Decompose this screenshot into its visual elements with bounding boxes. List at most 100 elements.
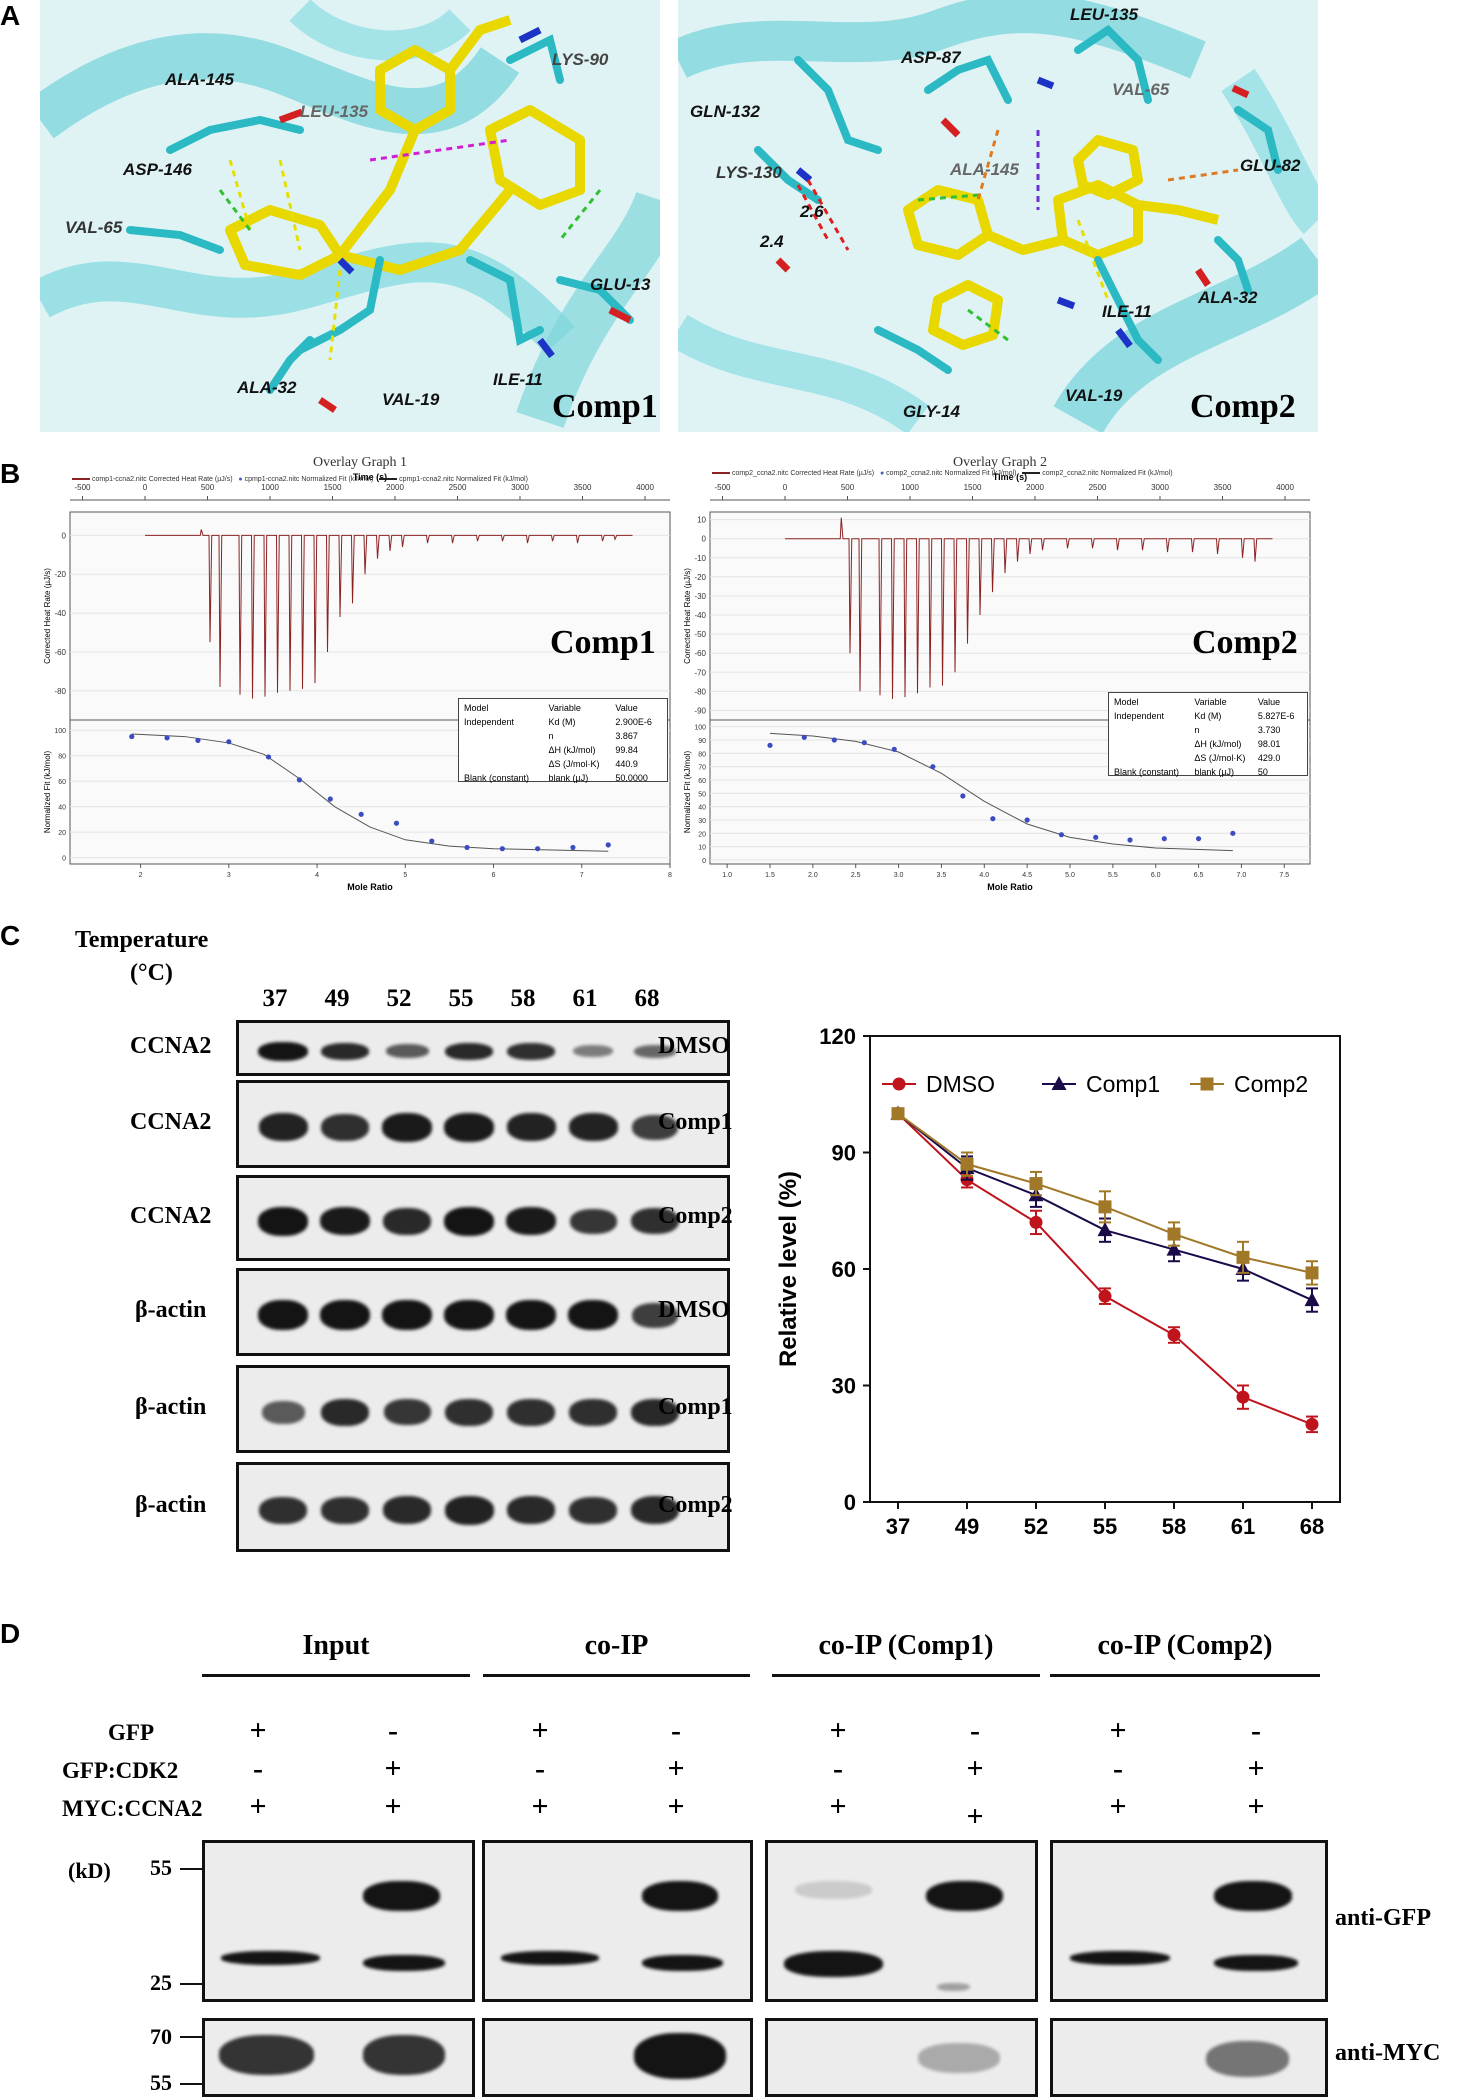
antibody-label: anti-GFP: [1335, 1905, 1431, 1931]
fit-tick-label: 20: [698, 831, 706, 838]
table-cell: Independent: [464, 717, 515, 727]
mole-tick-label: 3: [227, 872, 231, 879]
plus-minus-sign: -: [1113, 1752, 1123, 1785]
time-tick-label: 3500: [574, 483, 592, 492]
plus-minus-sign: +: [1109, 1714, 1127, 1747]
blot-band: [1205, 2041, 1290, 2077]
blot-band: [363, 1881, 440, 1911]
plus-minus-sign: -: [671, 1714, 681, 1747]
panel-label-d: D: [0, 1618, 21, 1649]
marker-label: 70: [150, 2024, 172, 2049]
docking-image-comp2: [678, 0, 1318, 432]
table-cell: blank (µJ): [548, 773, 589, 783]
time-tick-label: 500: [201, 483, 215, 492]
treatment-label: DMSO: [658, 1297, 730, 1323]
fit-tick-label: 100: [54, 728, 66, 735]
fit-point: [429, 838, 435, 844]
plus-minus-sign: +: [1109, 1790, 1127, 1823]
fit-point: [499, 846, 505, 852]
mole-tick-label: 3.0: [894, 872, 904, 879]
docking-image-comp1: [40, 0, 660, 432]
plus-minus-sign: +: [829, 1714, 847, 1747]
residue-label: GLU-82: [1240, 156, 1301, 175]
mole-tick-label: 5.5: [1108, 872, 1118, 879]
group-label: co-IP (Comp1): [818, 1630, 994, 1661]
docking-render-comp2: [678, 0, 1318, 432]
blot-band: [382, 1300, 432, 1330]
blot-strip: [236, 1365, 730, 1453]
table-cell: n: [1194, 725, 1200, 735]
residue-label: VAL-65: [65, 218, 123, 237]
fit-point: [861, 740, 867, 746]
table-cell: [463, 743, 548, 757]
docking-render-comp1: [40, 0, 660, 429]
blot-band: [258, 1207, 308, 1236]
data-point: [1305, 1266, 1319, 1280]
blot-band: [501, 1951, 599, 1965]
distance-label: 2.6: [800, 202, 824, 221]
itc-graph-title: Overlay Graph 2: [952, 455, 1048, 470]
legend-entry: comp2_ccna2.nitc Corrected Heat Rate (µJ…: [731, 470, 875, 477]
residue-label: GLU-13: [590, 275, 651, 294]
time-tick-label: 1000: [261, 483, 279, 492]
blot-band: [568, 1113, 618, 1141]
marker-tick: [180, 1868, 202, 1870]
mole-tick-label: 8: [668, 872, 672, 879]
plus-minus-sign: -: [970, 1714, 980, 1747]
itc-legend: comp1-ccna2.nitc Corrected Heat Rate (µJ…: [72, 476, 528, 483]
fit-tick-label: 20: [58, 830, 66, 837]
heat-tick-label: 0: [702, 535, 707, 544]
table-cell: ΔH (kJ/mol): [1194, 739, 1242, 749]
temperature-value: 52: [386, 985, 412, 1012]
blot-band: [632, 1303, 678, 1328]
mole-tick-label: 6: [492, 872, 496, 879]
fit-point: [831, 737, 837, 743]
fit-tick-label: 0: [702, 858, 706, 865]
plus-minus-sign: +: [1247, 1752, 1265, 1785]
data-point: [891, 1107, 905, 1121]
mole-tick-label: 7: [580, 872, 584, 879]
blot-band: [383, 1208, 431, 1235]
marker-tick: [180, 2036, 202, 2038]
itc-top-frame: [69, 511, 671, 721]
blot-strip: [236, 1020, 730, 1076]
legend-entry: comp2_ccna2.nitc Normalized Fit (kJ/mol): [1042, 470, 1173, 477]
chart-frame: [869, 1035, 1341, 1503]
table-header: Variable: [1194, 697, 1227, 707]
table-cell: 440.9: [615, 759, 638, 769]
table-cell: Kd (M): [548, 717, 576, 727]
blot-band: [784, 1951, 883, 1977]
myc-blot: [765, 2018, 1038, 2097]
fit-point: [129, 733, 135, 740]
fit-tick-label: 0: [62, 856, 66, 863]
plus-minus-sign: +: [667, 1790, 685, 1823]
table-header: Model: [1114, 697, 1139, 707]
blot-band: [632, 1115, 678, 1140]
temperature-value: 49: [324, 985, 350, 1012]
blot-band: [506, 1113, 556, 1141]
itc-graph-title: Overlay Graph 1: [312, 455, 408, 470]
condition-label: GFP: [108, 1720, 154, 1745]
fit-point: [164, 735, 170, 741]
fit-point: [393, 820, 400, 826]
marker-label: 25: [150, 1970, 172, 1995]
legend-marker: [1200, 1077, 1214, 1091]
table-header: Value: [1257, 697, 1281, 707]
time-tick-label: 4000: [1276, 483, 1294, 492]
residue-label: ILE-11: [493, 370, 543, 389]
heat-tick-label: -60: [54, 648, 66, 657]
gfp-blot: [1050, 1840, 1328, 2002]
itc-plot-area: -500 0 500 1000 1500 2000 2500 3000 3500 4000Time…: [43, 472, 672, 892]
plus-minus-sign: +: [966, 1800, 984, 1833]
y-tick-label: 0: [844, 1490, 856, 1515]
treatment-label: DMSO: [658, 1033, 730, 1059]
table-cell: [463, 757, 548, 771]
residue-label: ALA-145: [165, 70, 234, 89]
distance-label: 2.4: [760, 232, 784, 251]
mole-tick-label: 5: [403, 872, 407, 879]
mole-tick-label: 2: [139, 872, 143, 879]
time-tick-label: 0: [143, 483, 148, 492]
residue-label: VAL-19: [382, 390, 440, 409]
x-tick-label: 61: [1231, 1514, 1255, 1538]
x-tick-label: 37: [886, 1514, 910, 1538]
